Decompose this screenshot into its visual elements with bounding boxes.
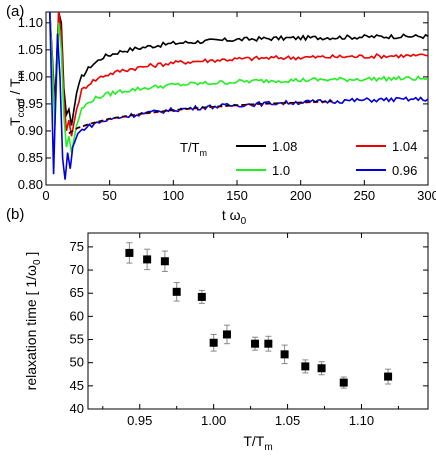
plot-a-legend: T/Tm 1.08 1.04 1.0 0.96 <box>176 133 424 179</box>
data-point <box>280 350 289 359</box>
plot-b-y-axis-label: relaxation time [ 1/ω0 ] <box>23 252 43 391</box>
x-tick-label: 150 <box>226 188 248 203</box>
x-tick-label: 100 <box>162 188 184 203</box>
legend-background <box>176 133 424 179</box>
y-tick-label: 0.95 <box>18 96 43 111</box>
y-tick-label: 0.80 <box>18 177 43 192</box>
y-tick-label: 55 <box>70 332 84 347</box>
x-tick-label: 0.95 <box>127 413 152 428</box>
panel-a-label: (a) <box>6 3 24 20</box>
legend-label-1.04: 1.04 <box>392 139 417 154</box>
panel-a: (a) 0 50 100 150 200 250 300 0.80 0.85 0.90 0.95 1.… <box>6 3 436 227</box>
y-tick-label: 1.00 <box>18 69 43 84</box>
series-line-1.04 <box>49 12 428 137</box>
x-tick-label: 200 <box>290 188 312 203</box>
y-tick-label: 0.85 <box>18 150 43 165</box>
y-tick-label: 0.90 <box>18 123 43 138</box>
plot-b-x-axis-label: T/Tm <box>243 433 272 453</box>
legend-label-1.08: 1.08 <box>272 139 297 154</box>
plot-b-frame <box>87 232 429 410</box>
fit-curve-dashed <box>68 100 333 134</box>
data-point <box>384 372 393 381</box>
x-tick-label: 300 <box>417 188 436 203</box>
data-point <box>251 339 260 348</box>
data-point <box>301 362 310 371</box>
x-tick-label: 0 <box>42 188 49 203</box>
y-tick-label: 50 <box>70 355 84 370</box>
panel-b-label: (b) <box>6 206 24 223</box>
series-line-1.0 <box>49 12 428 153</box>
plot-b-data <box>125 242 393 389</box>
legend-label-0.96: 0.96 <box>392 163 417 178</box>
legend-title: T/Tm <box>180 140 207 158</box>
y-tick-label: 60 <box>70 308 84 323</box>
fit-curve-dashed <box>68 101 333 135</box>
data-point <box>172 287 181 296</box>
y-tick-label: 65 <box>70 285 84 300</box>
y-tick-label: 75 <box>70 239 84 254</box>
y-tick-label: 45 <box>70 378 84 393</box>
series-line-0.96 <box>49 12 428 180</box>
plot-b-ticks: 0.95 1.00 1.05 1.10 40 45 50 55 60 65 70 75 <box>70 233 428 428</box>
data-point <box>209 338 218 347</box>
x-tick-label: 250 <box>353 188 375 203</box>
panel-b: (b) 0.95 1.00 1.05 1.10 40 45 50 55 60 65 70 75 T/T… <box>6 206 429 453</box>
data-point <box>222 330 231 339</box>
x-tick-label: 1.10 <box>349 413 374 428</box>
data-point <box>197 292 206 301</box>
x-tick-label: 1.00 <box>201 413 226 428</box>
data-point <box>160 257 169 266</box>
data-point <box>317 364 326 373</box>
plot-a-y-axis-label: Tconf / Tm <box>7 70 27 126</box>
y-tick-label: 40 <box>70 401 84 416</box>
y-tick-label: 1.10 <box>18 15 43 30</box>
legend-label-1.0: 1.0 <box>272 163 290 178</box>
data-point <box>264 339 273 348</box>
y-tick-label: 70 <box>70 262 84 277</box>
series-line-1.08 <box>49 12 428 126</box>
data-point <box>339 378 348 387</box>
plot-a-x-axis-label: t ω0 <box>222 207 247 227</box>
x-tick-label: 50 <box>102 188 116 203</box>
data-point <box>125 248 134 257</box>
y-tick-label: 1.05 <box>18 42 43 57</box>
x-tick-label: 1.05 <box>275 413 300 428</box>
plot-a-ticks: 0 50 100 150 200 250 300 0.80 0.85 0.90 0.95 1.00 1.… <box>18 12 436 203</box>
plot-a-data <box>49 12 428 180</box>
data-point <box>143 255 152 264</box>
